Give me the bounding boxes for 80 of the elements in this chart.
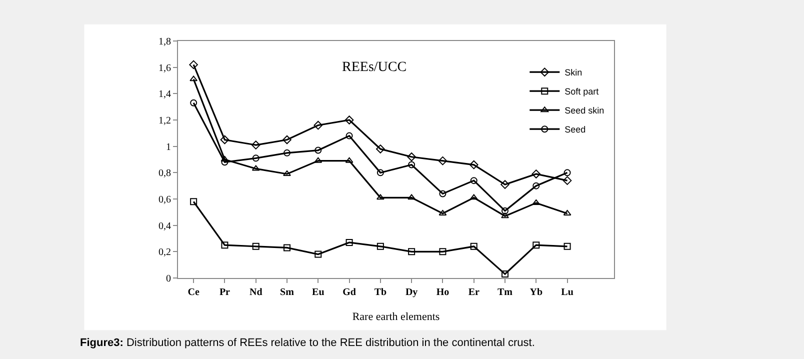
point [438,156,448,166]
y-tick-label: 0 [166,274,171,284]
y-tick-label: 1,6 [158,62,171,74]
legend-label: Seed [564,124,586,135]
point [408,248,416,256]
point [407,152,416,162]
x-tick-label: Gd [342,287,356,298]
point [532,242,540,249]
x-tick-label: Tb [374,287,387,298]
caption: Figure3: Distribution patterns of REEs relative to the REE distribution in the continental crust. [80,337,535,349]
point [439,190,446,198]
point [469,160,478,170]
point [376,169,384,176]
point [345,157,354,163]
point [439,248,446,256]
point [314,250,322,258]
x-axis-title: Rare earth elements [352,311,440,324]
point [346,238,353,246]
point [470,177,478,184]
point [189,60,198,70]
x-tick-label: Tm [498,287,514,298]
y-tick-label: 0,4 [158,220,171,232]
point [190,99,198,106]
x-tick-label: Yb [530,287,543,298]
text: REEs/UCC [342,60,407,75]
y-tick-label: 0,2 [158,247,171,258]
legend-label: Seed skin [564,106,604,116]
point [314,120,323,130]
point [221,242,228,249]
point [408,161,416,168]
point [408,194,416,200]
point [283,170,291,176]
x-tick-label: Ho [436,287,450,298]
point [252,165,260,171]
point [562,176,572,185]
y-tick-label: 0,8 [158,168,171,180]
point [314,146,322,154]
point [284,149,290,156]
x-tick-label: Sm [280,287,295,298]
point [376,194,384,200]
x-tick-label: Pr [219,287,231,298]
x-tick-label: Dy [405,287,418,298]
x-tick-label: Ce [188,287,200,298]
point [500,180,510,189]
point [344,116,354,124]
point [563,210,572,216]
point [470,242,478,250]
point [564,169,571,176]
point [502,207,508,214]
point [438,210,447,216]
y-tick-label: 1,2 [158,116,171,126]
point [501,212,509,218]
point [190,76,198,82]
x-tick-label: Lu [561,287,574,298]
point [190,198,198,206]
point [282,135,292,144]
point [376,144,385,154]
y-tick-label: 1 [166,142,171,153]
legend-label: Soft part [564,86,600,97]
point [220,135,230,144]
y-tick-label: 1,8 [158,36,171,48]
point [314,157,322,163]
point [251,140,260,150]
point [346,132,353,140]
x-tick-label: Er [468,287,480,298]
y-tick-label: 1,4 [158,89,171,100]
point [532,199,540,205]
point [284,244,290,252]
x-tick-label: Nd [249,287,263,298]
point [532,170,541,178]
x-tick-label: Eu [312,287,325,298]
point [532,182,540,190]
point [564,242,571,250]
point [252,242,260,250]
y-tick-label: 0,6 [158,194,171,206]
point [376,242,384,250]
point [252,154,260,162]
legend-label: Skin [564,68,582,78]
point [502,270,508,278]
point [470,194,478,200]
